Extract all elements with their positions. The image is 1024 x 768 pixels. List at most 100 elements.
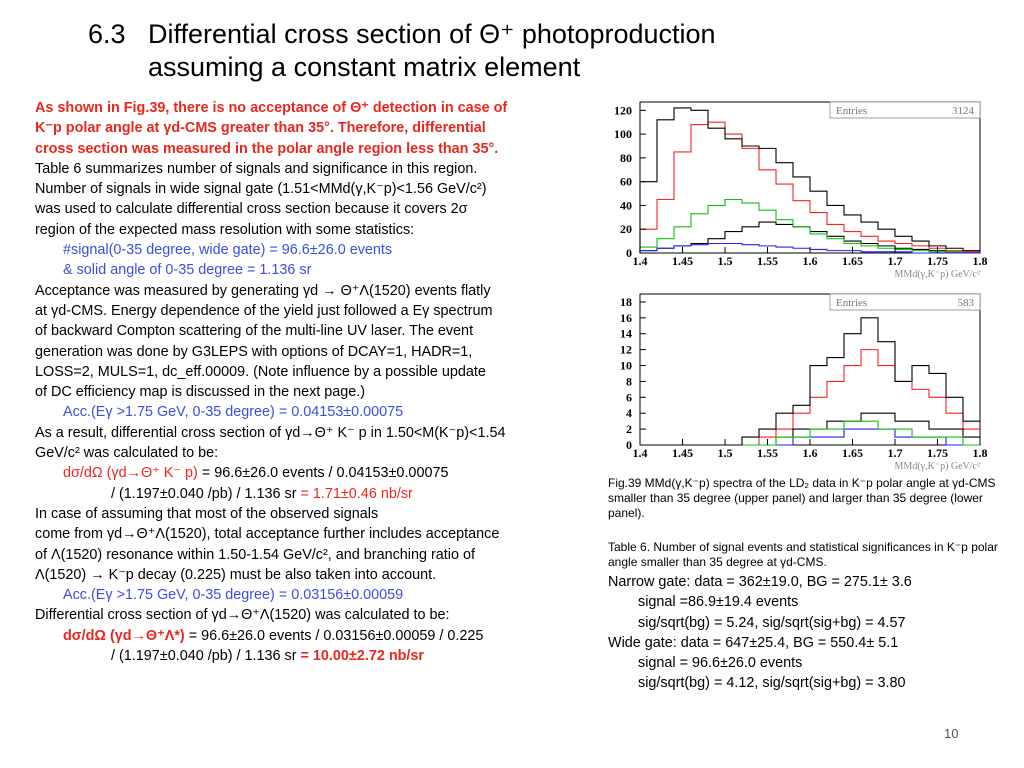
para-line: at γd-CMS. Energy dependence of the yiel… xyxy=(35,302,493,319)
x-axis-label: MMd(γ,K⁻p) GeV/c² xyxy=(895,461,980,472)
para-line: GeV/c² was calculated to be: xyxy=(35,445,219,462)
solid-angle-line: & solid angle of 0-35 degree = 1.136 sr xyxy=(63,262,312,279)
body-text: As shown in Fig.39, there is no acceptan… xyxy=(35,98,595,666)
xs1-line2: / (1.197±0.040 /pb) / 1.136 sr xyxy=(111,485,301,502)
acceptance-line: Acc.(Eγ >1.75 GeV, 0-35 degree) = 0.0415… xyxy=(63,404,404,421)
histogram-series-2 xyxy=(639,198,980,254)
cross-section-2-line2: / (1.197±0.040 /pb) / 1.136 sr = 10.00±2… xyxy=(35,646,595,666)
histogram-upper: Entries 3124 1.4 1.45 1.5 1.55 1.6 1.65 1.7 1.75 1… xyxy=(614,101,988,280)
xs2-label: dσ/dΩ (γd→Θ⁺Λ*) xyxy=(63,627,185,644)
y-tick-label: 18 xyxy=(620,295,632,309)
y-tick-label: 2 xyxy=(626,422,632,436)
x-tick-label: 1.7 xyxy=(888,446,903,460)
page-title: 6.3 Differential cross section of Θ⁺ phot… xyxy=(88,18,716,84)
para-line: of Λ(1520) resonance within 1.50-1.54 Ge… xyxy=(35,546,475,563)
intro-line: K⁻p polar angle at γd-CMS greater than 3… xyxy=(35,120,486,137)
x-tick-label: 1.4 xyxy=(633,254,648,268)
figure-caption-text: Fig.39 MMd(γ,K⁻p) spectra of the LD₂ dat… xyxy=(608,476,996,520)
y-tick-label: 40 xyxy=(620,198,632,212)
y-tick-label: 4 xyxy=(626,406,632,420)
x-tick-label: 1.45 xyxy=(672,254,693,268)
figure-caption: Fig.39 MMd(γ,K⁻p) spectra of the LD₂ dat… xyxy=(608,476,998,521)
cross-section-2: dσ/dΩ (γd→Θ⁺Λ*) = 96.6±26.0 events / 0.0… xyxy=(35,626,595,646)
xs2-mid: = 96.6±26.0 events / 0.03156±0.00059 / 0… xyxy=(184,627,484,644)
para-line: Acceptance was measured by generating γd… xyxy=(35,282,491,299)
xs1-mid: = 96.6±26.0 events / 0.04153±0.00075 xyxy=(197,465,449,482)
page-number: 10 xyxy=(944,726,959,741)
acceptance-line: Acc.(Eγ >1.75 GeV, 0-35 degree) = 0.0315… xyxy=(63,587,404,604)
x-tick-label: 1.6 xyxy=(803,254,818,268)
y-tick-label: 14 xyxy=(620,327,632,341)
para-line: In case of assuming that most of the obs… xyxy=(35,505,379,522)
x-tick-label: 1.65 xyxy=(842,254,863,268)
para-line: of DC efficiency map is discussed in the… xyxy=(35,384,366,401)
x-tick-label: 1.8 xyxy=(973,446,988,460)
stats-label: Entries xyxy=(836,105,867,117)
x-tick-label: 1.5 xyxy=(718,446,733,460)
para-line: generation was done by G3LEPS with optio… xyxy=(35,343,473,360)
intro-line: cross section was measured in the polar … xyxy=(35,140,499,157)
signal-stats: Narrow gate: data = 362±19.0, BG = 275.1… xyxy=(608,572,1018,694)
x-tick-label: 1.7 xyxy=(888,254,903,268)
histogram-series-4 xyxy=(639,107,980,253)
y-tick-label: 10 xyxy=(620,359,632,373)
signal-line: #signal(0-35 degree, wide gate) = 96.6±2… xyxy=(63,242,393,259)
para-line: LOSS=2, MULS=1, dc_eff.00009. (Note infl… xyxy=(35,363,486,380)
y-tick-label: 0 xyxy=(626,246,632,260)
histogram-series-1 xyxy=(639,121,980,253)
x-tick-label: 1.75 xyxy=(927,254,948,268)
y-tick-label: 60 xyxy=(620,175,632,189)
xs1-result: = 1.71±0.46 nb/sr xyxy=(300,485,413,502)
x-tick-label: 1.8 xyxy=(973,254,988,268)
intro-line: As shown in Fig.39, there is no acceptan… xyxy=(35,100,508,116)
para-line: Λ(1520) → K⁻p decay (0.225) must be also… xyxy=(35,566,437,583)
narrow-signal-line: signal =86.9±19.4 events xyxy=(638,594,799,611)
xs2-result: = 10.00±2.72 nb/sr xyxy=(300,648,425,665)
stats-entries: 3124 xyxy=(952,105,975,117)
y-tick-label: 12 xyxy=(620,343,632,357)
cross-section-1-line2: / (1.197±0.040 /pb) / 1.136 sr = 1.71±0.… xyxy=(35,484,595,504)
narrow-gate-line: Narrow gate: data = 362±19.0, BG = 275.1… xyxy=(608,574,912,590)
y-tick-label: 6 xyxy=(626,390,632,404)
stats-entries: 583 xyxy=(958,297,975,309)
wide-gate-line: Wide gate: data = 647±25.4, BG = 550.4± … xyxy=(608,634,899,651)
cross-section-1: dσ/dΩ (γd→Θ⁺ K⁻ p) = 96.6±26.0 events / … xyxy=(35,463,595,483)
narrow-significance-line: sig/sqrt(bg) = 5.24, sig/sqrt(sig+bg) = … xyxy=(638,614,906,631)
table6-caption-text: Table 6. Number of signal events and sta… xyxy=(608,540,998,569)
y-tick-label: 16 xyxy=(620,311,632,325)
para-line: Number of signals in wide signal gate (1… xyxy=(35,181,487,198)
xs1-label: dσ/dΩ (γd→Θ⁺ K⁻ p) xyxy=(63,465,198,482)
x-tick-label: 1.6 xyxy=(803,446,818,460)
title-line-2: assuming a constant matrix element xyxy=(148,52,581,82)
y-tick-label: 100 xyxy=(614,127,632,141)
table6-caption: Table 6. Number of signal events and sta… xyxy=(608,540,1008,570)
histogram-series-4 xyxy=(640,317,980,446)
y-tick-label: 8 xyxy=(626,374,632,388)
x-tick-label: 1.45 xyxy=(672,446,693,460)
para-line: region of the expected mass resolution w… xyxy=(35,221,415,238)
x-tick-label: 1.75 xyxy=(927,446,948,460)
x-tick-label: 1.55 xyxy=(757,254,778,268)
stats-label: Entries xyxy=(836,297,867,309)
wide-signal-line: signal = 96.6±26.0 events xyxy=(638,655,803,672)
para-line: Table 6 summarizes number of signals and… xyxy=(35,160,478,177)
y-tick-label: 120 xyxy=(614,103,632,117)
section-number: 6.3 xyxy=(88,19,126,49)
histogram-lower: Entries 583 1.4 1.45 1.5 1.55 1.6 1.65 1.7 1.75 1.… xyxy=(620,293,988,472)
y-tick-label: 80 xyxy=(620,151,632,165)
para-line: was used to calculate differential cross… xyxy=(35,201,468,218)
x-tick-label: 1.4 xyxy=(633,446,648,460)
stats-box xyxy=(829,101,981,119)
x-axis-label: MMd(γ,K⁻p) GeV/c² xyxy=(895,269,980,280)
wide-significance-line: sig/sqrt(bg) = 4.12, sig/sqrt(sig+bg) = … xyxy=(638,675,906,692)
title-line-1: Differential cross section of Θ⁺ photopr… xyxy=(148,19,716,49)
stats-box xyxy=(829,293,981,311)
y-tick-label: 20 xyxy=(620,222,632,236)
x-tick-label: 1.55 xyxy=(757,446,778,460)
para-line: of backward Compton scattering of the mu… xyxy=(35,323,474,340)
para-line: come from γd→Θ⁺Λ(1520), total acceptance… xyxy=(35,526,500,543)
histogram-series-3 xyxy=(639,242,980,254)
y-tick-label: 0 xyxy=(626,438,632,452)
x-tick-label: 1.5 xyxy=(718,254,733,268)
para-line: As a result, differential cross section … xyxy=(35,424,506,441)
